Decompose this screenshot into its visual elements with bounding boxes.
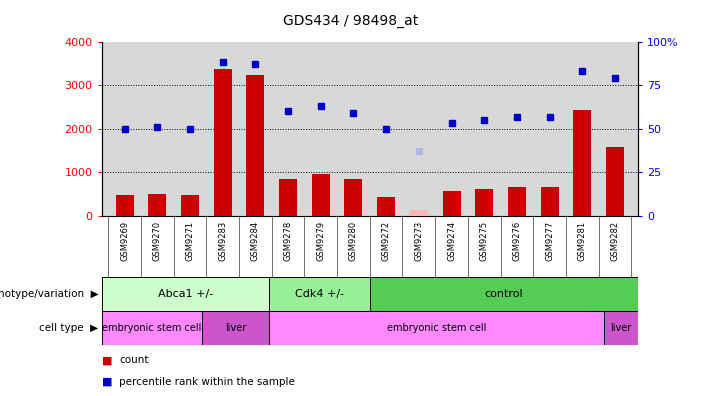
Bar bbox=[604, 311, 638, 345]
Text: GSM9274: GSM9274 bbox=[447, 221, 456, 261]
Text: embryonic stem cell: embryonic stem cell bbox=[102, 323, 202, 333]
Text: ■: ■ bbox=[102, 377, 112, 387]
Bar bbox=[102, 311, 202, 345]
Text: GSM9271: GSM9271 bbox=[186, 221, 194, 261]
Bar bbox=[410, 210, 428, 216]
Text: GSM9270: GSM9270 bbox=[153, 221, 162, 261]
Text: liver: liver bbox=[611, 323, 632, 333]
Bar bbox=[181, 195, 199, 216]
Bar bbox=[246, 75, 264, 216]
Text: control: control bbox=[484, 289, 523, 299]
Text: GSM9269: GSM9269 bbox=[120, 221, 129, 261]
Text: GDS434 / 98498_at: GDS434 / 98498_at bbox=[283, 14, 418, 28]
Text: GSM9279: GSM9279 bbox=[316, 221, 325, 261]
Text: GSM9283: GSM9283 bbox=[218, 221, 227, 261]
Text: GSM9273: GSM9273 bbox=[414, 221, 423, 261]
Text: ■: ■ bbox=[102, 355, 112, 366]
Bar bbox=[442, 191, 461, 216]
Bar bbox=[269, 311, 604, 345]
Text: GSM9272: GSM9272 bbox=[381, 221, 390, 261]
Text: percentile rank within the sample: percentile rank within the sample bbox=[119, 377, 295, 387]
Text: Abca1 +/-: Abca1 +/- bbox=[158, 289, 213, 299]
Text: GSM9278: GSM9278 bbox=[283, 221, 292, 261]
Text: count: count bbox=[119, 355, 149, 366]
Bar bbox=[148, 194, 166, 216]
Text: embryonic stem cell: embryonic stem cell bbox=[387, 323, 486, 333]
Bar bbox=[573, 110, 592, 216]
Bar bbox=[202, 311, 269, 345]
Bar bbox=[214, 69, 231, 216]
Text: cell type  ▶: cell type ▶ bbox=[39, 323, 98, 333]
Bar bbox=[606, 147, 624, 216]
Text: GSM9280: GSM9280 bbox=[349, 221, 358, 261]
Text: liver: liver bbox=[225, 323, 246, 333]
Bar bbox=[508, 187, 526, 216]
Text: Cdk4 +/-: Cdk4 +/- bbox=[295, 289, 344, 299]
Text: GSM9277: GSM9277 bbox=[545, 221, 554, 261]
Bar bbox=[116, 195, 133, 216]
Bar bbox=[475, 189, 494, 216]
Text: GSM9276: GSM9276 bbox=[512, 221, 522, 261]
Text: GSM9282: GSM9282 bbox=[611, 221, 620, 261]
Bar bbox=[312, 174, 329, 216]
Text: GSM9284: GSM9284 bbox=[251, 221, 260, 261]
Bar bbox=[377, 197, 395, 216]
Text: GSM9281: GSM9281 bbox=[578, 221, 587, 261]
Bar bbox=[540, 187, 559, 216]
Text: GSM9275: GSM9275 bbox=[479, 221, 489, 261]
Bar bbox=[344, 179, 362, 216]
Bar bbox=[279, 179, 297, 216]
Bar bbox=[269, 277, 370, 311]
Text: genotype/variation  ▶: genotype/variation ▶ bbox=[0, 289, 98, 299]
Bar bbox=[370, 277, 638, 311]
Bar bbox=[102, 277, 269, 311]
